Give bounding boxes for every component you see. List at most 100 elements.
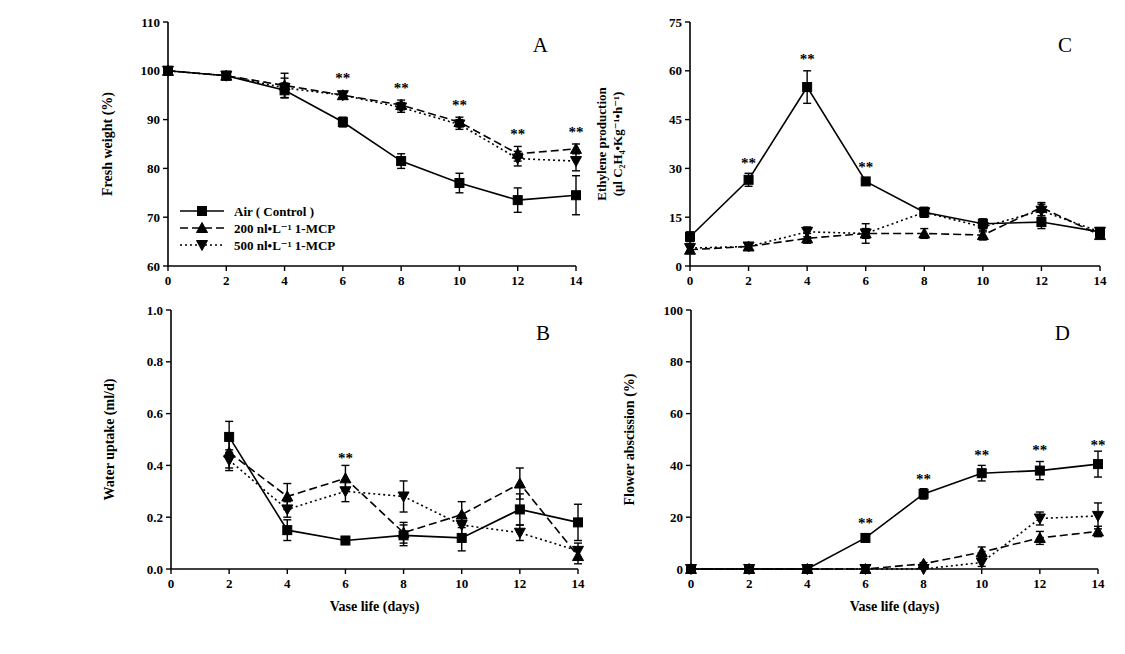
- y-tick-label: 90: [147, 112, 160, 127]
- x-tick: [519, 569, 520, 574]
- x-tick: [517, 266, 518, 271]
- series-line: [168, 71, 576, 200]
- y-tick: [163, 21, 168, 22]
- error-bar: [920, 489, 928, 499]
- error-cap: [572, 151, 580, 152]
- x-tick: [748, 266, 749, 271]
- marker: [860, 565, 871, 575]
- series-line: [691, 464, 1098, 569]
- error-cap: [516, 524, 524, 525]
- y-tick-label: 60: [669, 63, 682, 78]
- marker: [279, 83, 290, 93]
- y-tick-label: 0: [677, 562, 684, 577]
- y-tick-label: 75: [669, 15, 683, 30]
- x-tick: [1099, 266, 1100, 271]
- error-bar: [978, 465, 986, 481]
- marker: [454, 120, 465, 130]
- y-axis: [689, 22, 691, 266]
- marker: [457, 533, 466, 542]
- marker: [977, 469, 986, 478]
- plot-area: [224, 421, 584, 563]
- x-tick: [577, 569, 578, 574]
- x-tick: [982, 266, 983, 271]
- error-cap: [281, 77, 289, 78]
- x-tick-label: 10: [976, 273, 989, 288]
- y-tick: [686, 465, 691, 466]
- error-cap: [341, 501, 349, 502]
- x-tick-label: 2: [746, 576, 753, 591]
- legend-marker: [197, 223, 208, 233]
- marker: [163, 66, 174, 76]
- y-tick-label: 80: [670, 354, 683, 369]
- error-bar: [686, 232, 694, 242]
- error-bar: [1037, 216, 1045, 229]
- series-line: [229, 452, 578, 556]
- marker: [1035, 466, 1044, 475]
- marker: [860, 229, 871, 239]
- marker: [398, 527, 409, 537]
- marker: [338, 118, 347, 127]
- error-cap: [400, 480, 408, 481]
- y-axis-label: Ethylene production: [594, 86, 609, 200]
- marker: [340, 473, 351, 483]
- significance: **: [741, 155, 756, 171]
- marker: [976, 558, 987, 568]
- y-axis-label: Fresh weight (%): [100, 92, 116, 196]
- y-tick: [163, 216, 168, 217]
- significance: **: [858, 515, 873, 531]
- y-tick: [163, 119, 168, 120]
- series-line: [691, 516, 1098, 569]
- x-tick: [461, 569, 462, 574]
- x-tick-label: 12: [513, 576, 526, 591]
- panel: 024681012140.00.20.40.60.81.0Water uptak…: [102, 303, 585, 616]
- x-tick-label: 8: [398, 273, 405, 288]
- marker: [221, 70, 232, 80]
- y-tick: [685, 21, 690, 22]
- panel: 0246810121401530456075Ethylene productio…: [594, 15, 1107, 289]
- series-line: [229, 460, 578, 551]
- error-cap: [400, 522, 408, 523]
- significance: **: [916, 471, 931, 487]
- marker: [802, 565, 813, 575]
- y-tick: [686, 413, 691, 414]
- y-tick: [166, 568, 171, 569]
- x-tick-label: 2: [745, 273, 752, 288]
- significance: **: [569, 124, 584, 140]
- error-bar: [283, 520, 291, 541]
- x-tick-label: 2: [226, 576, 233, 591]
- legend-marker: [197, 241, 208, 251]
- marker: [1036, 206, 1047, 216]
- error-cap: [1037, 228, 1045, 229]
- marker: [744, 564, 755, 574]
- significance: **: [335, 70, 350, 86]
- marker: [1037, 218, 1046, 227]
- error-bar: [803, 71, 811, 104]
- x-tick: [400, 266, 401, 271]
- error-bar: [339, 117, 347, 127]
- x-tick: [1097, 569, 1098, 574]
- x-tick: [806, 266, 807, 271]
- marker: [919, 228, 930, 238]
- panel-label: B: [536, 321, 550, 345]
- marker: [744, 565, 755, 575]
- x-tick-label: 8: [920, 576, 927, 591]
- panel-label: A: [533, 33, 549, 57]
- marker: [743, 241, 754, 251]
- error-cap: [281, 97, 289, 98]
- legend: Air ( Control )200 nl•L⁻¹ 1-MCP500 nl•L⁻…: [180, 204, 335, 253]
- error-cap: [455, 192, 463, 193]
- x-tick-label: 0: [687, 273, 694, 288]
- plot-area: [686, 451, 1104, 574]
- error-cap: [572, 170, 580, 171]
- error-cap: [862, 243, 870, 244]
- x-axis-label: Vase life (days): [330, 599, 420, 615]
- error-bar: [574, 504, 582, 540]
- marker: [1034, 532, 1045, 542]
- x-tick-label: 0: [165, 273, 172, 288]
- y-axis: [167, 22, 169, 266]
- error-cap: [862, 223, 870, 224]
- error-cap: [745, 173, 753, 174]
- figure: 0246810121460708090100110Fresh weight (%…: [0, 0, 1125, 654]
- significance: **: [338, 450, 353, 466]
- y-tick-label: 110: [141, 15, 160, 30]
